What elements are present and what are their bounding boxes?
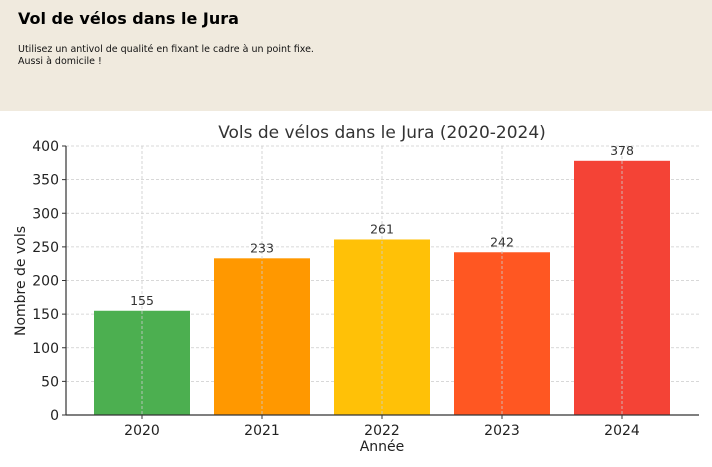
y-tick-label: 300 — [32, 206, 59, 222]
advice-text: Utilisez un antivol de qualité en fixant… — [18, 44, 314, 68]
advice-line-1: Utilisez un antivol de qualité en fixant… — [18, 44, 314, 55]
y-tick-label: 0 — [50, 408, 59, 424]
data-label: 378 — [610, 143, 634, 158]
data-label: 233 — [250, 240, 274, 255]
chart-title: Vols de vélos dans le Jura (2020-2024) — [218, 123, 546, 143]
x-tick-label: 2022 — [364, 423, 400, 439]
y-tick-label: 350 — [32, 173, 59, 189]
x-tick-label: 2020 — [124, 423, 160, 439]
bar-chart: Vols de vélos dans le Jura (2020-2024) 1… — [13, 123, 699, 455]
y-tick-label: 400 — [32, 139, 59, 155]
y-axis-label: Nombre de vols — [13, 226, 29, 336]
x-tick-label: 2024 — [604, 423, 640, 439]
axes: 0 50 100 150 200 250 300 350 400 2020 2021 2022 2023… — [32, 139, 699, 439]
page-title: Vol de vélos dans le Jura — [18, 9, 239, 28]
x-tick-label: 2021 — [244, 423, 280, 439]
y-tick-label: 100 — [32, 341, 59, 357]
y-tick-label: 150 — [32, 307, 59, 323]
x-tick-label: 2023 — [484, 423, 520, 439]
page-header: Vol de vélos dans le Jura Utilisez un an… — [0, 0, 712, 111]
y-tick-label: 200 — [32, 274, 59, 290]
advice-line-2: Aussi à domicile ! — [18, 56, 102, 67]
data-label: 155 — [130, 293, 154, 308]
y-tick-label: 50 — [41, 374, 59, 390]
data-label: 261 — [370, 221, 394, 236]
bars: 155 233 261 242 378 — [94, 143, 670, 415]
y-tick-label: 250 — [32, 240, 59, 256]
x-axis-label: Année — [360, 439, 405, 455]
data-label: 242 — [490, 234, 514, 249]
